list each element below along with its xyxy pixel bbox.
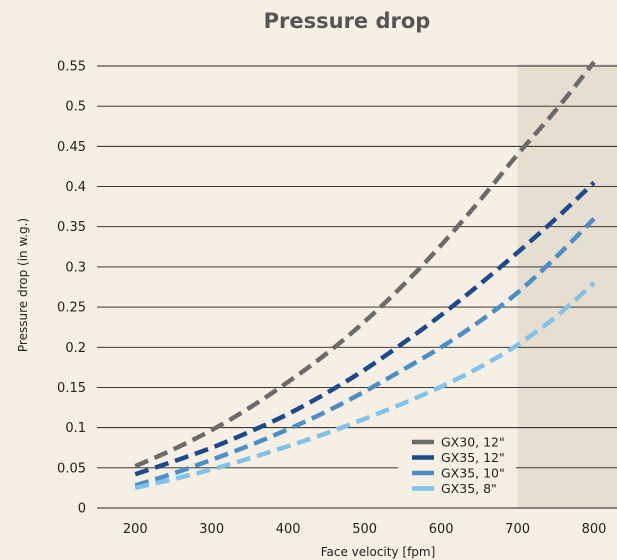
y-tick-label: 0.25 <box>57 301 86 316</box>
x-axis-label: Face velocity [fpm] <box>321 545 436 559</box>
x-tick-label: 800 <box>582 522 607 537</box>
y-tick-label: 0.1 <box>65 421 86 436</box>
series-line-2 <box>134 180 596 477</box>
x-tick-label: 700 <box>505 522 530 537</box>
legend: GX30, 12"GX35, 12"GX35, 10"GX35, 8" <box>398 432 516 498</box>
y-tick-label: 0.5 <box>65 100 86 115</box>
x-tick-label: 300 <box>199 522 224 537</box>
y-tick-label: 0 <box>78 502 86 517</box>
series-line-3 <box>134 217 596 488</box>
chart-title: Pressure drop <box>264 9 431 33</box>
shaded-region <box>517 64 617 508</box>
x-tick-label: 200 <box>123 522 148 537</box>
y-tick-label: 0.45 <box>57 140 86 155</box>
x-tick-label: 500 <box>352 522 377 537</box>
x-tick-label: 600 <box>429 522 454 537</box>
y-tick-label: 0.4 <box>65 180 86 195</box>
y-tick-label: 0.05 <box>57 461 86 476</box>
y-tick-label: 0.3 <box>65 260 86 275</box>
series-line-1 <box>134 60 596 469</box>
series-line-4 <box>134 281 596 491</box>
x-tick-label: 400 <box>276 522 301 537</box>
legend-entry: GX35, 12" <box>441 450 505 465</box>
legend-entry: GX35, 10" <box>441 466 505 481</box>
y-tick-label: 0.2 <box>65 341 86 356</box>
y-tick-label: 0.35 <box>57 220 86 235</box>
legend-entry: GX35, 8" <box>441 481 497 496</box>
y-tick-label: 0.15 <box>57 381 86 396</box>
y-tick-label: 0.55 <box>57 60 86 75</box>
legend-entry: GX30, 12" <box>441 435 505 450</box>
y-axis-label: Pressure drop (in w.g.) <box>16 218 30 352</box>
